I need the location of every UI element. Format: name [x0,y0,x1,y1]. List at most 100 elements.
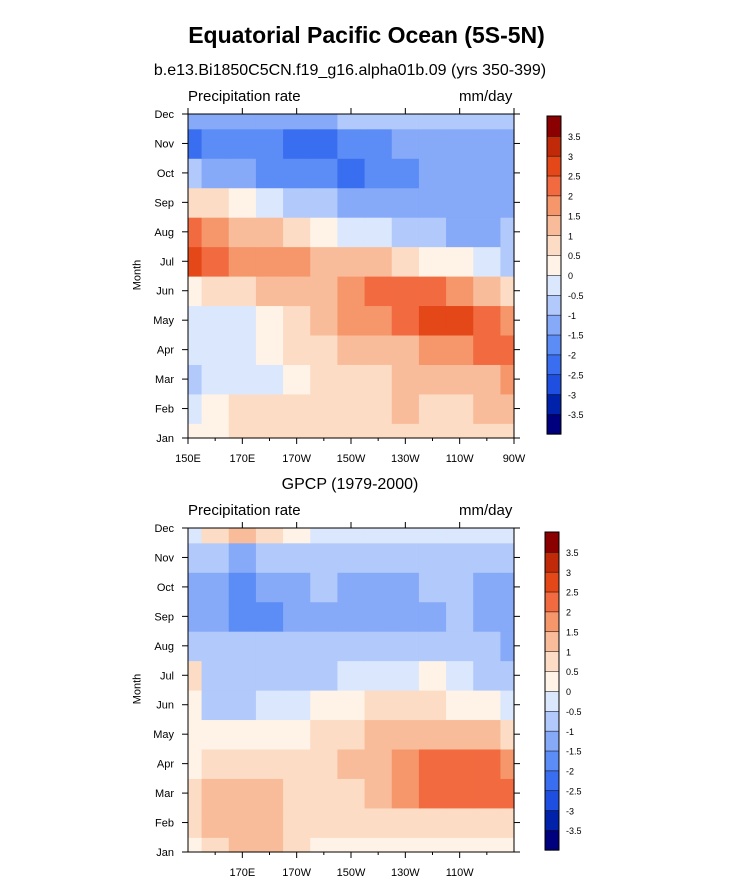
colorbar-swatch [544,670,560,692]
heatmap-cell [500,114,515,130]
heatmap-cell [446,158,474,189]
heatmap-cell [418,572,447,603]
heatmap-cell [201,246,230,277]
y-tick-label: Oct [157,168,174,180]
colorbar-swatch [544,770,560,792]
x-tick-label: 130W [391,867,420,879]
heatmap-cell [310,572,339,603]
heatmap-cell [283,719,311,750]
heatmap-cell [418,128,447,159]
heatmap-cell [473,305,502,336]
heatmap-cell [364,114,393,130]
colorbar-label: -0.5 [568,291,584,301]
heatmap-cell [201,364,230,395]
heatmap-cell [473,114,502,130]
heatmap-cell [337,572,366,603]
heatmap-cell [201,423,230,439]
heatmap-cell [391,748,420,779]
x-tick-label: 170E [229,867,255,879]
y-tick-label: Jan [156,847,174,859]
heatmap-cell [283,276,311,307]
heatmap-cell [500,719,515,750]
y-tick-label: Jul [160,256,174,268]
heatmap-cell [500,364,515,395]
heatmap-cell [391,719,420,750]
heatmap-cell [446,305,474,336]
heatmap-cell [255,364,284,395]
heatmap-cell [255,572,284,603]
heatmap-cell [364,217,393,248]
colorbar-swatch [546,175,562,197]
heatmap-cell [188,631,203,662]
heatmap-cell [418,719,447,750]
heatmap-cell [188,158,203,189]
y-tick-label: Sep [154,197,174,209]
heatmap-cell [310,393,339,424]
heatmap-cell [255,423,284,439]
heatmap-cell [255,719,284,750]
colorbar-swatch [544,730,560,752]
heatmap-cell [283,334,311,365]
heatmap-cell [255,217,284,248]
colorbar-swatch [544,531,560,553]
colorbar-label: -1 [566,727,574,737]
heatmap-cell [473,334,502,365]
heatmap-cell [500,187,515,218]
heatmap-cell [446,217,474,248]
heatmap-cell [310,246,339,277]
heatmap-cell [283,114,311,130]
heatmap-cell [364,393,393,424]
colorbar-label: 0 [568,271,573,281]
heatmap-cell [255,528,284,544]
heatmap-cell [228,423,257,439]
heatmap-cell [337,158,366,189]
panel-2-units-label: mm/day [459,502,513,519]
heatmap-cell [364,423,393,439]
colorbar-label: 1 [566,647,571,657]
heatmap-cell [500,158,515,189]
y-tick-label: Jun [156,286,174,298]
heatmap-cell [310,528,339,544]
heatmap-cell [201,837,230,853]
heatmap-cell [446,528,474,544]
colorbar-label: -3.5 [568,410,584,420]
heatmap-cell [228,276,257,307]
heatmap-cell [391,690,420,721]
heatmap-cell [418,807,447,838]
heatmap-cell [446,334,474,365]
heatmap-cell [391,217,420,248]
colorbar-swatch [546,394,562,415]
colorbar-swatch [546,294,562,316]
heatmap-cell [228,719,257,750]
colorbar-label: -3.5 [566,826,582,836]
heatmap-cell [201,719,230,750]
panel-2-title: GPCP (1979-2000) [281,476,419,493]
x-tick-label: 150W [337,453,366,465]
heatmap-cell [283,187,311,218]
heatmap-cell [391,187,420,218]
heatmap-cell [391,114,420,130]
heatmap-cell [473,187,502,218]
y-tick-label: Jul [160,670,174,682]
colorbar-frame [546,115,562,435]
heatmap-cell [255,778,284,809]
heatmap-cell [255,660,284,691]
colorbar-swatch [546,314,562,336]
heatmap-cell [310,778,339,809]
colorbar-swatch [546,354,562,376]
heatmap-cell [418,217,447,248]
heatmap-cell [337,393,366,424]
heatmap-cell [391,276,420,307]
colorbar-label: 1.5 [568,211,581,221]
heatmap-cell [228,807,257,838]
heatmap-cell [201,114,230,130]
heatmap-cell [188,719,203,750]
heatmap-cell [255,246,284,277]
heatmap-cell [446,423,474,439]
colorbar-swatch [544,611,560,633]
colorbar-label: 0.5 [568,251,581,261]
heatmap-cell [337,778,366,809]
heatmap-cell [473,542,502,573]
heatmap-cell [201,748,230,779]
heatmap-cell [228,128,257,159]
